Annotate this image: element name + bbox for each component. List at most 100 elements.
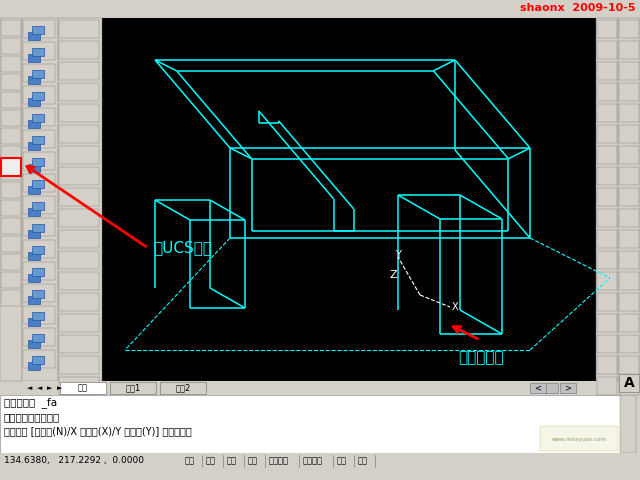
Bar — [160, 382, 206, 394]
Bar — [28, 54, 40, 62]
Text: 捕提: 捕提 — [185, 456, 195, 466]
Text: A: A — [623, 376, 634, 390]
Bar — [59, 125, 99, 143]
Bar — [619, 104, 639, 122]
Bar — [32, 180, 44, 188]
Bar — [597, 41, 617, 59]
Bar — [597, 230, 617, 248]
Text: ►: ► — [58, 385, 63, 391]
Bar — [619, 209, 639, 227]
Bar — [28, 186, 40, 194]
Bar — [23, 196, 55, 214]
Bar — [530, 383, 546, 393]
Bar — [597, 20, 617, 38]
Bar — [59, 83, 99, 101]
Text: X: X — [452, 302, 459, 312]
Bar — [597, 188, 617, 206]
Bar — [58, 18, 102, 381]
Bar — [619, 188, 639, 206]
Text: ◄: ◄ — [28, 385, 33, 391]
Bar — [32, 48, 44, 56]
Bar — [1, 74, 21, 90]
Bar — [23, 284, 55, 302]
Bar — [597, 104, 617, 122]
Bar — [619, 356, 639, 374]
Bar — [220, 381, 590, 395]
Bar — [59, 272, 99, 290]
Bar — [32, 246, 44, 254]
Text: 极轴: 极轴 — [248, 456, 258, 466]
Bar — [597, 167, 617, 185]
Bar — [1, 20, 21, 36]
Bar — [28, 362, 40, 370]
Bar — [1, 128, 21, 144]
Text: 输入选项 [下一个(N)/X 轴反向(X)/Y 轴反向(Y)] ＜接受＞：: 输入选项 [下一个(N)/X 轴反向(X)/Y 轴反向(Y)] ＜接受＞： — [4, 426, 192, 436]
Bar — [597, 146, 617, 164]
Bar — [32, 268, 44, 276]
Text: Z: Z — [390, 270, 397, 280]
Bar — [23, 86, 55, 104]
Bar — [619, 251, 639, 269]
Bar — [32, 70, 44, 78]
Bar — [110, 382, 156, 394]
Text: ►: ► — [47, 385, 52, 391]
Bar — [23, 64, 55, 82]
Bar — [619, 293, 639, 311]
Bar — [540, 426, 618, 451]
Bar — [23, 42, 55, 60]
Bar — [32, 114, 44, 122]
Bar — [28, 296, 40, 304]
Bar — [28, 76, 40, 84]
Bar — [597, 62, 617, 80]
Bar — [32, 136, 44, 144]
Bar — [619, 167, 639, 185]
Bar — [597, 272, 617, 290]
Bar — [1, 272, 21, 288]
Bar — [23, 174, 55, 192]
Bar — [59, 335, 99, 353]
Bar — [23, 152, 55, 170]
Text: www.missyuan.com: www.missyuan.com — [552, 436, 607, 442]
Bar — [597, 314, 617, 332]
Bar — [32, 158, 44, 166]
Text: 对象捕提: 对象捕提 — [269, 456, 289, 466]
Bar — [28, 252, 40, 260]
Bar — [23, 218, 55, 236]
Bar — [28, 340, 40, 348]
Bar — [596, 18, 618, 381]
Bar — [28, 274, 40, 282]
Bar — [619, 230, 639, 248]
Bar — [23, 20, 55, 38]
Bar — [59, 209, 99, 227]
Bar — [28, 208, 40, 216]
Bar — [619, 374, 639, 392]
Bar — [32, 356, 44, 364]
Bar — [22, 18, 596, 381]
Bar — [28, 120, 40, 128]
Bar — [1, 110, 21, 126]
Text: shaonx  2009-10-5: shaonx 2009-10-5 — [520, 3, 636, 13]
Bar — [28, 230, 40, 238]
Bar — [619, 314, 639, 332]
Bar — [23, 306, 55, 324]
Bar — [1, 290, 21, 306]
Text: 册格: 册格 — [206, 456, 216, 466]
Bar — [28, 32, 40, 40]
Bar — [619, 146, 639, 164]
Bar — [620, 395, 636, 453]
Bar — [59, 356, 99, 374]
Bar — [28, 142, 40, 150]
Bar — [1, 182, 21, 198]
Bar — [619, 41, 639, 59]
Text: 正交: 正交 — [227, 456, 237, 466]
Bar — [1, 38, 21, 54]
Text: 对象追踪: 对象追踪 — [303, 456, 323, 466]
Bar — [1, 236, 21, 252]
Bar — [618, 18, 640, 381]
Bar — [60, 382, 106, 394]
Text: 点击这个面: 点击这个面 — [458, 350, 504, 365]
Text: <: < — [534, 384, 541, 393]
Bar — [546, 383, 558, 393]
Bar — [28, 98, 40, 106]
Bar — [32, 92, 44, 100]
